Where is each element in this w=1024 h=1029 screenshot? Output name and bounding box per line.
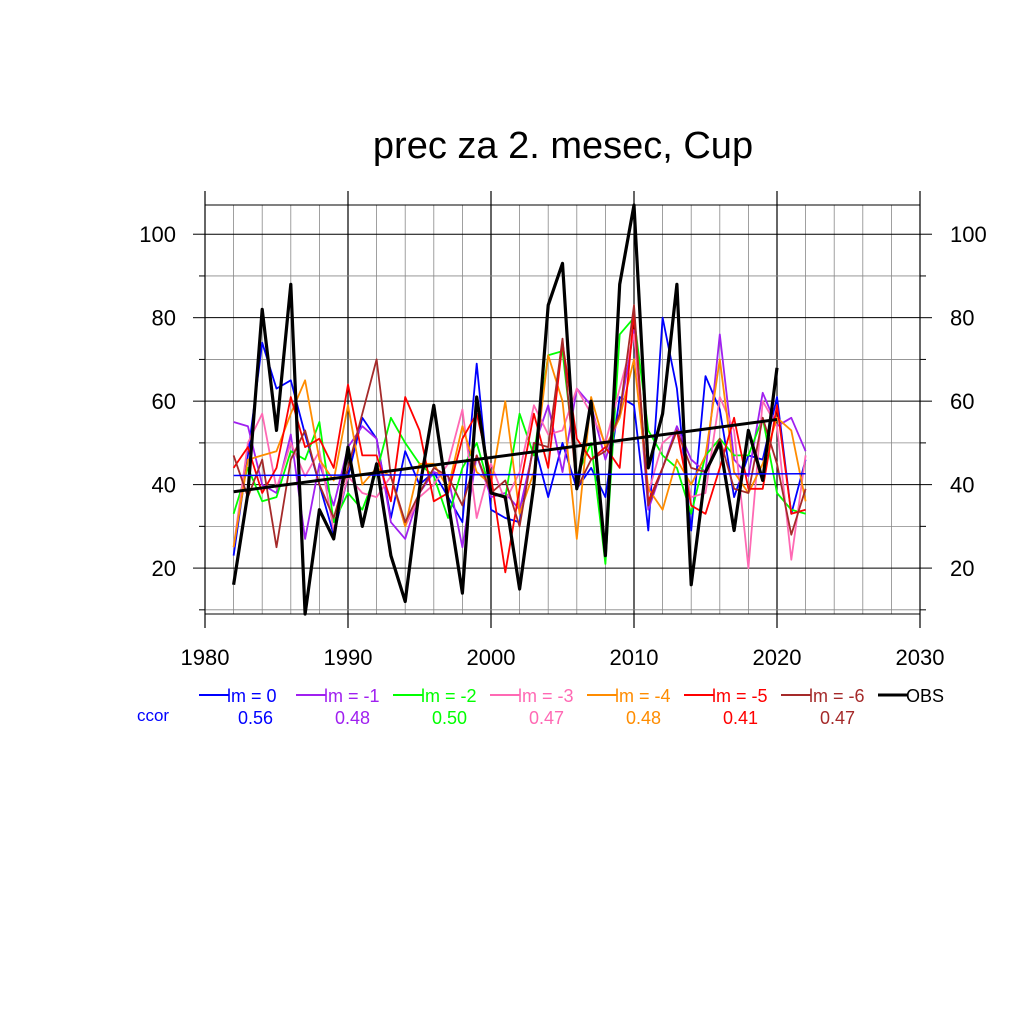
chart-title: prec za 2. mesec, Cup <box>373 125 753 167</box>
y-tick-label-left: 20 <box>152 556 176 581</box>
x-tick-label: 2000 <box>467 645 516 670</box>
ccor-value-1: 0.48 <box>335 708 370 728</box>
legend-label-0: lm = 0 <box>227 686 277 706</box>
legend-label-2: lm = -2 <box>421 686 477 706</box>
legend-label-3: lm = -3 <box>518 686 574 706</box>
y-tick-label-right: 20 <box>950 556 974 581</box>
legend-label-5: lm = -5 <box>712 686 768 706</box>
x-tick-label: 1980 <box>181 645 230 670</box>
y-tick-label-right: 80 <box>950 306 974 331</box>
x-tick-label: 2010 <box>610 645 659 670</box>
ccor-value-3: 0.47 <box>529 708 564 728</box>
ccor-value-5: 0.41 <box>723 708 758 728</box>
y-tick-label-left: 60 <box>152 389 176 414</box>
y-tick-label-right: 60 <box>950 389 974 414</box>
y-tick-label-right: 100 <box>950 222 987 247</box>
legend-label-4: lm = -4 <box>615 686 671 706</box>
series-line-7 <box>234 205 777 614</box>
ccor-value-0: 0.56 <box>238 708 273 728</box>
legend-label-6: lm = -6 <box>809 686 865 706</box>
x-tick-label: 2020 <box>753 645 802 670</box>
x-tick-label: 1990 <box>324 645 373 670</box>
ccor-value-6: 0.47 <box>820 708 855 728</box>
y-tick-label-left: 80 <box>152 306 176 331</box>
legend-label-1: lm = -1 <box>324 686 380 706</box>
ccor-value-2: 0.50 <box>432 708 467 728</box>
y-tick-label-left: 100 <box>139 222 176 247</box>
y-tick-label-left: 40 <box>152 473 176 498</box>
legend-label-7: OBS <box>906 686 944 706</box>
y-tick-label-right: 40 <box>950 473 974 498</box>
ccor-value-4: 0.48 <box>626 708 661 728</box>
x-tick-label: 2030 <box>896 645 945 670</box>
ccor-label: ccor <box>137 706 169 725</box>
